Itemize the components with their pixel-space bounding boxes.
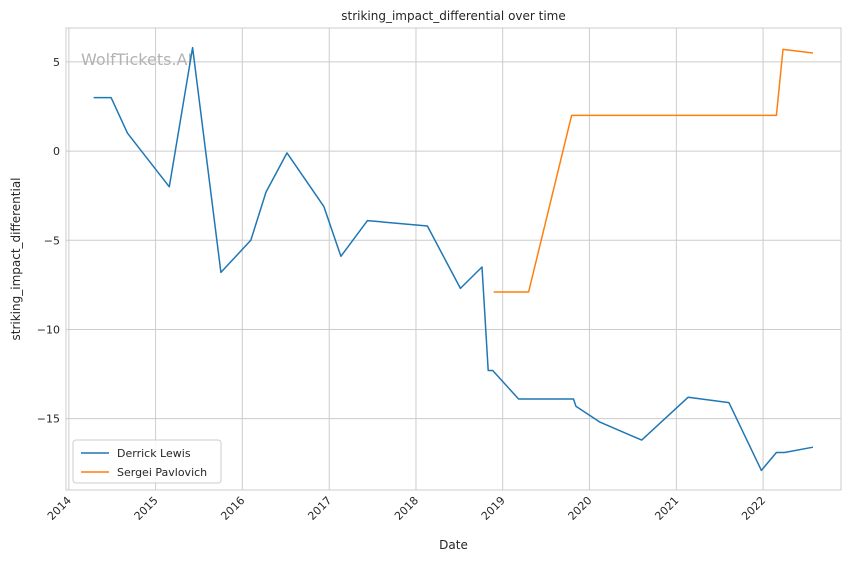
series-lines — [93, 46, 814, 472]
plot-frame — [65, 27, 842, 491]
legend-box — [72, 439, 222, 484]
y-tick-label: 0 — [53, 145, 60, 158]
y-tick-label: 5 — [53, 56, 60, 69]
plot-area — [66, 28, 841, 490]
x-axis-label: Date — [439, 538, 468, 552]
y-tick-label: −5 — [44, 234, 60, 247]
y-tick-label: −10 — [37, 323, 60, 336]
series-line — [93, 46, 814, 472]
series-line — [493, 48, 814, 293]
legend: Derrick Lewis Sergei Pavlovich — [72, 439, 222, 484]
chart-title: striking_impact_differential over time — [341, 9, 566, 23]
y-tick-label: −15 — [37, 413, 60, 426]
legend-label: Sergei Pavlovich — [117, 466, 207, 479]
watermark-text: WolfTickets.AI — [81, 50, 192, 69]
legend-label: Derrick Lewis — [117, 447, 191, 460]
grid — [66, 28, 841, 490]
y-axis-label: striking_impact_differential — [9, 177, 23, 340]
